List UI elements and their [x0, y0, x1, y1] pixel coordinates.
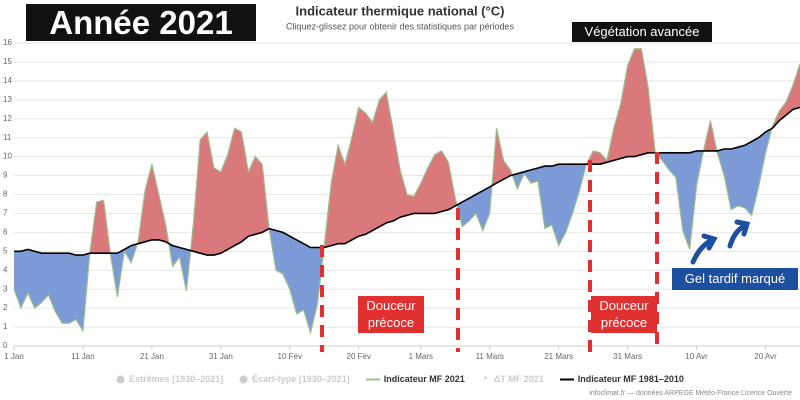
x-tick-label: 21 Jan	[140, 352, 164, 361]
credit: infoclimat.fr — données ARPEGE Météo-Fra…	[589, 390, 792, 397]
x-tick-label: 10 Avr	[685, 352, 708, 361]
legend-item: Extrêmes [1930–2021]	[116, 374, 223, 384]
legend-label: ΔT MF 2021	[493, 374, 544, 384]
arrow	[727, 223, 747, 249]
cool-area	[14, 107, 800, 333]
y-tick-label: 9	[3, 171, 8, 180]
annotation: Végétation avancée	[572, 22, 712, 42]
legend-label: Indicateur MF 1981–2010	[577, 374, 684, 384]
arrow-head	[701, 233, 718, 251]
y-tick-label: 6	[3, 227, 8, 236]
y-tick-label: 13	[3, 95, 12, 104]
y-tick-label: 5	[3, 246, 8, 255]
y-tick-label: 15	[3, 57, 12, 66]
frost-arrows	[690, 219, 751, 265]
series-line	[13, 48, 800, 335]
y-tick-label: 10	[3, 152, 12, 161]
y-tick-label: 16	[3, 38, 12, 47]
legend: Extrêmes [1930–2021] Écart-type [1930–20…	[0, 374, 800, 384]
y-tick-label: 1	[3, 322, 8, 331]
x-tick-label: 21 Mars	[544, 352, 573, 361]
svg-text:*: *	[484, 375, 488, 384]
series-line	[14, 106, 800, 256]
y-tick-label: 7	[3, 209, 8, 218]
chart-title: Indicateur thermique national (°C)	[296, 3, 505, 18]
y-tick-label: 11	[3, 133, 12, 142]
x-tick-label: 20 Fév	[347, 352, 371, 361]
arrow-head	[734, 219, 751, 237]
x-tick-label: 11 Jan	[71, 352, 94, 361]
annotation: Douceur précoce	[591, 296, 657, 333]
chart-subtitle: Cliquez-glissez pour obtenir des statist…	[286, 21, 515, 31]
legend-label: Écart-type [1930–2021]	[252, 374, 350, 384]
y-tick-label: 8	[3, 190, 8, 199]
legend-item: * ΔT MF 2021	[481, 374, 544, 384]
year-label: Année 2021	[26, 4, 256, 41]
y-tick-label: 2	[3, 303, 8, 312]
x-tick-label: 10 Fév	[278, 352, 302, 361]
x-tick-label: 1 Jan	[4, 352, 24, 361]
legend-item: Indicateur MF 2021	[365, 374, 465, 384]
x-tick-label: 11 Mars	[476, 352, 504, 361]
x-tick-label: 20 Avr	[754, 352, 777, 361]
legend-item: Écart-type [1930–2021]	[239, 374, 350, 384]
y-tick-label: 12	[3, 114, 12, 123]
annotation: Douceur précoce	[358, 296, 424, 333]
y-tick-label: 14	[3, 76, 12, 85]
y-tick-label: 0	[3, 341, 8, 350]
x-tick-label: 1 Mars	[409, 352, 433, 361]
x-tick-label: 31 Mars	[613, 352, 642, 361]
period-markers	[320, 152, 659, 352]
legend-item: Indicateur MF 1981–2010	[559, 374, 684, 384]
legend-label: Indicateur MF 2021	[383, 374, 465, 384]
y-tick-label: 4	[3, 265, 8, 274]
legend-label: Extrêmes [1930–2021]	[129, 374, 224, 384]
annotation: Gel tardif marqué	[672, 268, 798, 290]
x-tick-label: 31 Jan	[209, 352, 233, 361]
y-tick-label: 3	[3, 284, 8, 293]
